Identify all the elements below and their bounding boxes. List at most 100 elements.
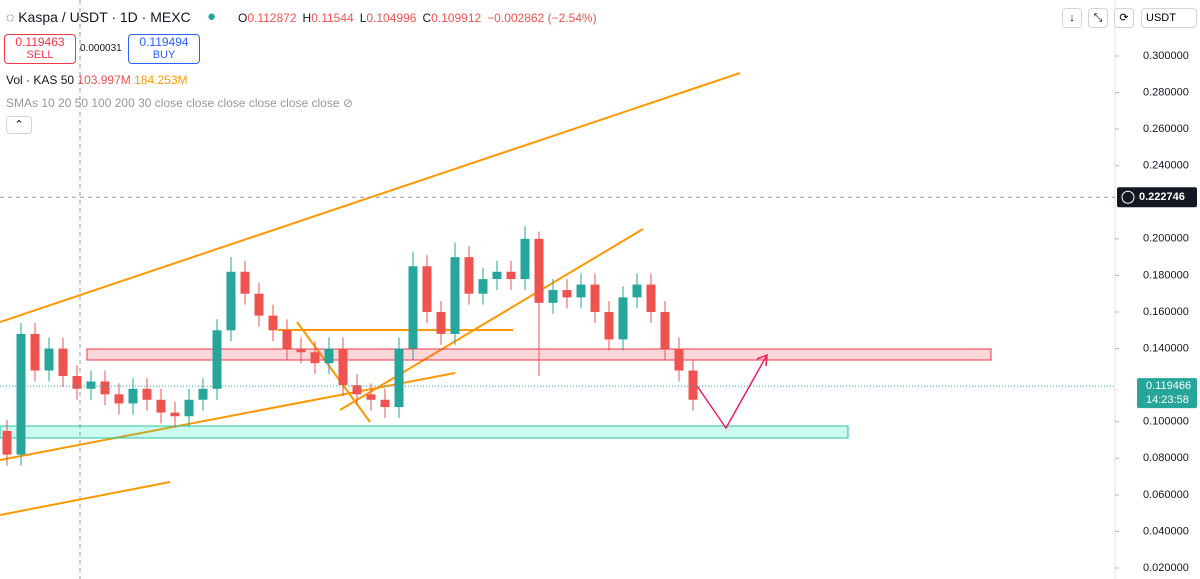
buy-button[interactable]: 0.119494 BUY xyxy=(128,34,200,64)
projection-arrow xyxy=(756,353,768,367)
y-tick-label: 0.140000 xyxy=(1143,342,1189,354)
candle-body xyxy=(450,257,460,334)
y-tick-label: 0.080000 xyxy=(1143,452,1189,464)
candle-body xyxy=(604,311,614,340)
candle-body xyxy=(58,348,68,377)
ohlc-item: H0.11544 xyxy=(303,11,354,25)
candle-body xyxy=(688,370,698,400)
tool-button[interactable]: ↓ xyxy=(1062,8,1082,28)
ohlc-key: O xyxy=(238,11,248,25)
candle-body xyxy=(660,311,670,349)
candle-body xyxy=(240,271,250,294)
candle-body xyxy=(674,348,684,371)
ohlc-key: L xyxy=(359,11,367,25)
candle-body xyxy=(646,284,656,312)
candle-body xyxy=(142,388,152,400)
candle-body xyxy=(492,271,502,280)
symbol: ◌ Kaspa / USDT · 1D · MEXC xyxy=(6,9,191,25)
candle-body xyxy=(2,430,12,455)
candle-body xyxy=(170,412,180,417)
drawings xyxy=(0,72,741,516)
symbol-text: Kaspa / USDT · 1D · MEXC xyxy=(18,9,191,25)
crosshair-plus xyxy=(1121,190,1135,204)
projection-path xyxy=(694,354,768,430)
buy-price: 0.119494 xyxy=(139,35,189,49)
candle-body xyxy=(352,385,362,395)
buy-label: BUY xyxy=(152,49,176,61)
candle-body xyxy=(184,399,194,417)
candle-body xyxy=(100,381,110,395)
volume-value: 184.253M xyxy=(134,73,188,87)
ohlc-value: 0.109912 xyxy=(431,11,482,25)
status-dot: ● xyxy=(207,8,217,25)
trend-line xyxy=(0,372,456,461)
y-tick-label: 0.160000 xyxy=(1143,306,1189,318)
candle-body xyxy=(72,376,82,389)
candle-body xyxy=(534,238,544,303)
candle-body xyxy=(44,348,54,371)
candle-body xyxy=(296,348,306,353)
candle-body xyxy=(30,333,40,371)
y-tick-label: 0.040000 xyxy=(1143,525,1189,537)
candle-body xyxy=(156,399,166,413)
volume-legend: Vol · KAS 50 103.997M 184.253M xyxy=(6,73,187,87)
sell-price: 0.119463 xyxy=(15,35,65,49)
candle-body xyxy=(618,297,628,340)
countdown: 14:23:58 xyxy=(1146,394,1189,406)
y-tick-label: 0.200000 xyxy=(1143,233,1189,245)
candle-body xyxy=(310,352,320,364)
currency-select[interactable]: USDT xyxy=(1141,8,1197,28)
volume-value: 103.997M xyxy=(77,73,131,87)
candle-body xyxy=(128,388,138,404)
y-tick-label: 0.180000 xyxy=(1143,269,1189,281)
tool-button[interactable]: ⟳ xyxy=(1114,8,1134,28)
candle-body xyxy=(380,399,390,408)
y-tick-label: 0.280000 xyxy=(1143,86,1189,98)
candle-body xyxy=(632,284,642,298)
ohlc-value: 0.11544 xyxy=(311,11,354,25)
y-tick-label: 0.020000 xyxy=(1143,562,1189,574)
support-zone xyxy=(0,425,849,439)
sell-button[interactable]: 0.119463 SELL xyxy=(4,34,76,64)
y-tick-label: 0.060000 xyxy=(1143,489,1189,501)
trend-line xyxy=(296,321,371,423)
y-tick-label: 0.300000 xyxy=(1143,50,1189,62)
tool-button[interactable]: ⤡ xyxy=(1088,8,1108,28)
candle-body xyxy=(226,271,236,331)
candle-body xyxy=(212,330,222,389)
ohlc-key: H xyxy=(302,11,312,25)
spread: 0.000031 xyxy=(80,43,122,54)
trend-line xyxy=(339,228,644,411)
candle-body xyxy=(464,257,474,294)
candle-body xyxy=(16,333,26,455)
last-price-bg xyxy=(1137,378,1197,409)
ohlc-item: L0.104996 xyxy=(360,11,417,25)
candle-body xyxy=(422,266,432,312)
sell-label: SELL xyxy=(26,49,54,61)
collapse-button[interactable]: ⌃ xyxy=(6,116,32,134)
candle-body xyxy=(506,271,516,280)
candle-body xyxy=(548,290,558,303)
candle-body xyxy=(198,388,208,400)
change: −0.002862 (−2.54%) xyxy=(487,11,597,25)
candle-body xyxy=(436,311,446,334)
last-price-label: 0.119466 xyxy=(1146,380,1191,392)
crosshair-label-bg xyxy=(1117,187,1197,208)
crosshair-label: 0.222746 xyxy=(1139,191,1185,203)
candle-body xyxy=(282,330,292,349)
ohlc-item: C0.109912 xyxy=(422,11,481,25)
candle-body xyxy=(590,284,600,312)
candle-body xyxy=(478,279,488,294)
candle-body xyxy=(254,293,264,316)
candle-body xyxy=(562,290,572,298)
candle-body xyxy=(86,381,96,389)
candle-body xyxy=(114,394,124,404)
y-tick-label: 0.100000 xyxy=(1143,416,1189,428)
candle-body xyxy=(338,348,348,386)
candle-body xyxy=(408,266,418,349)
ohlc: O0.112872 H0.11544 L0.104996 C0.109912 −0.00… xyxy=(238,11,597,25)
candle-body xyxy=(576,284,586,298)
candle-body xyxy=(324,348,334,364)
